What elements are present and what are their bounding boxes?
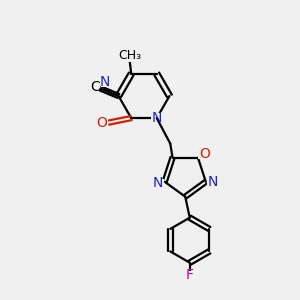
Bar	[122, 53, 138, 62]
Bar	[101, 79, 107, 87]
Bar	[198, 150, 208, 159]
Bar	[154, 179, 164, 188]
Text: O: O	[199, 147, 210, 161]
Text: N: N	[100, 76, 110, 89]
Bar	[97, 118, 108, 128]
Text: CH₃: CH₃	[118, 50, 141, 62]
Text: O: O	[97, 116, 108, 130]
Bar	[206, 177, 217, 186]
Bar	[185, 271, 195, 280]
Bar	[92, 83, 98, 91]
Text: N: N	[152, 176, 163, 190]
Bar	[151, 113, 163, 123]
Text: F: F	[186, 268, 194, 282]
Text: N: N	[152, 111, 162, 125]
Text: C: C	[90, 80, 100, 94]
Text: N: N	[208, 175, 218, 189]
